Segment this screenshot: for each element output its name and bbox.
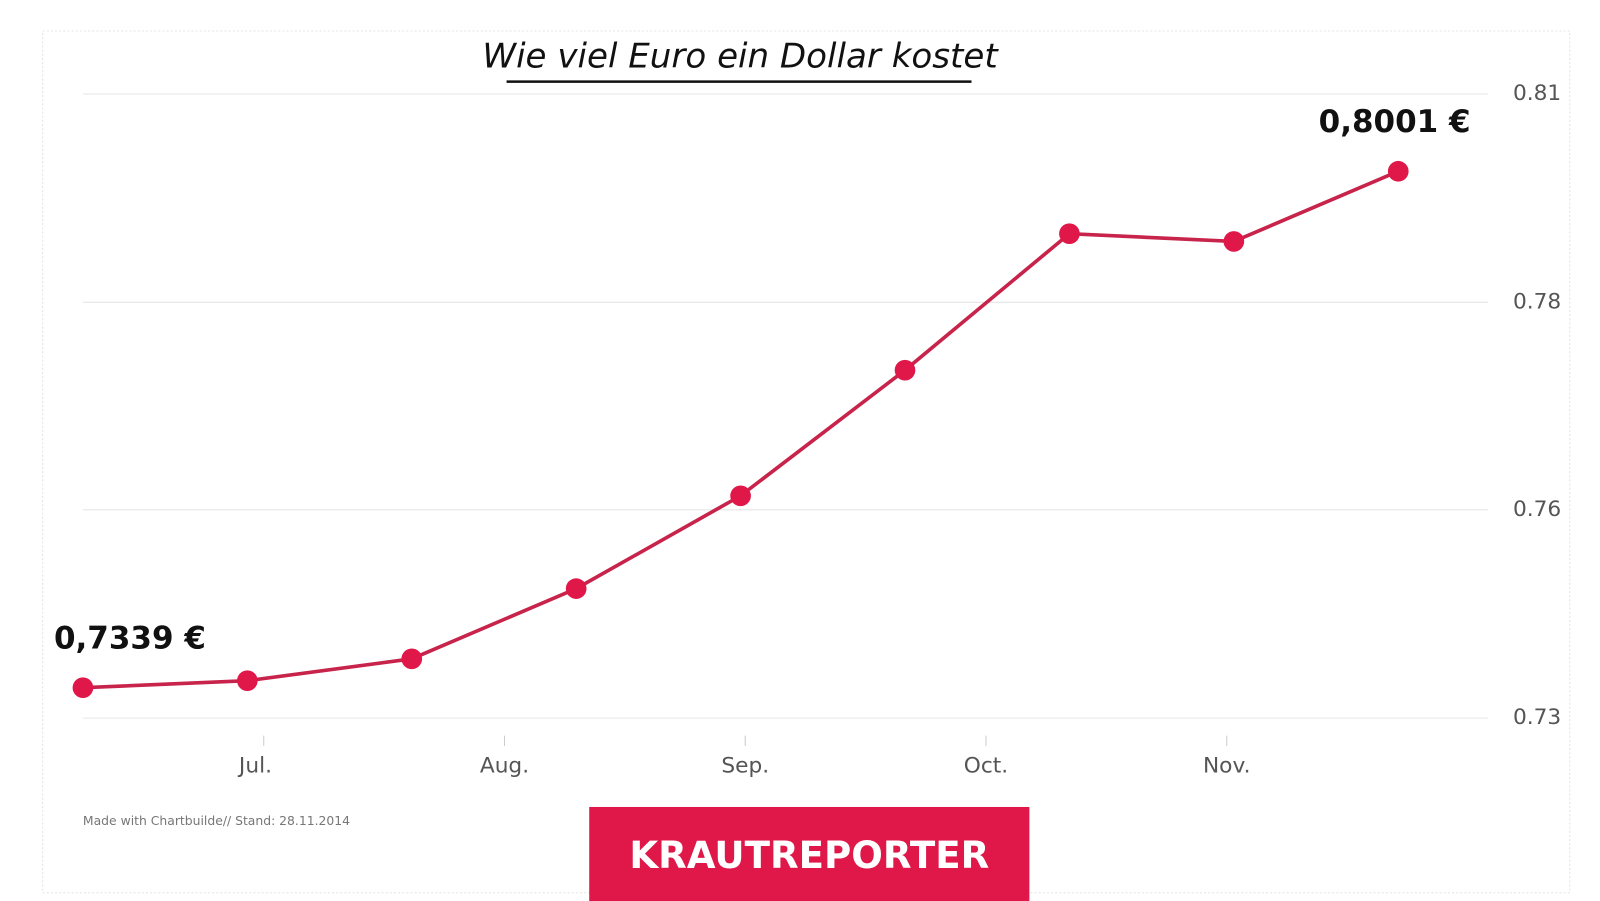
point [1059, 223, 1080, 244]
y-tick-label: 0.76 [1513, 497, 1561, 522]
value-label: 0,7339 € [54, 621, 206, 657]
footnote: Made with Chartbuilde// Stand: 28.11.201… [83, 813, 350, 828]
point [730, 485, 751, 507]
chart-title: Wie viel Euro ein Dollar kostet [482, 36, 999, 76]
point [565, 578, 587, 599]
point [1223, 231, 1245, 252]
value-label: 0,8001 € [1319, 104, 1471, 140]
x-tick-label: Oct. [964, 754, 1008, 779]
x-tick-label: Sep. [721, 754, 769, 779]
point [1387, 160, 1409, 182]
point [72, 677, 94, 699]
point [894, 359, 916, 381]
point [401, 648, 423, 670]
point [237, 670, 258, 692]
y-tick-label: 0.73 [1513, 705, 1561, 730]
logo: KRAUTREPORTER [629, 833, 989, 877]
x-tick-label: Nov. [1203, 754, 1251, 779]
logo-box [589, 806, 1030, 901]
x-tick-label: Aug. [480, 754, 529, 779]
line [82, 169, 1399, 690]
y-tick-label: 0.78 [1513, 289, 1561, 314]
y-tick-label: 0.81 [1513, 81, 1561, 106]
x-tick-label: Jul. [237, 754, 272, 779]
